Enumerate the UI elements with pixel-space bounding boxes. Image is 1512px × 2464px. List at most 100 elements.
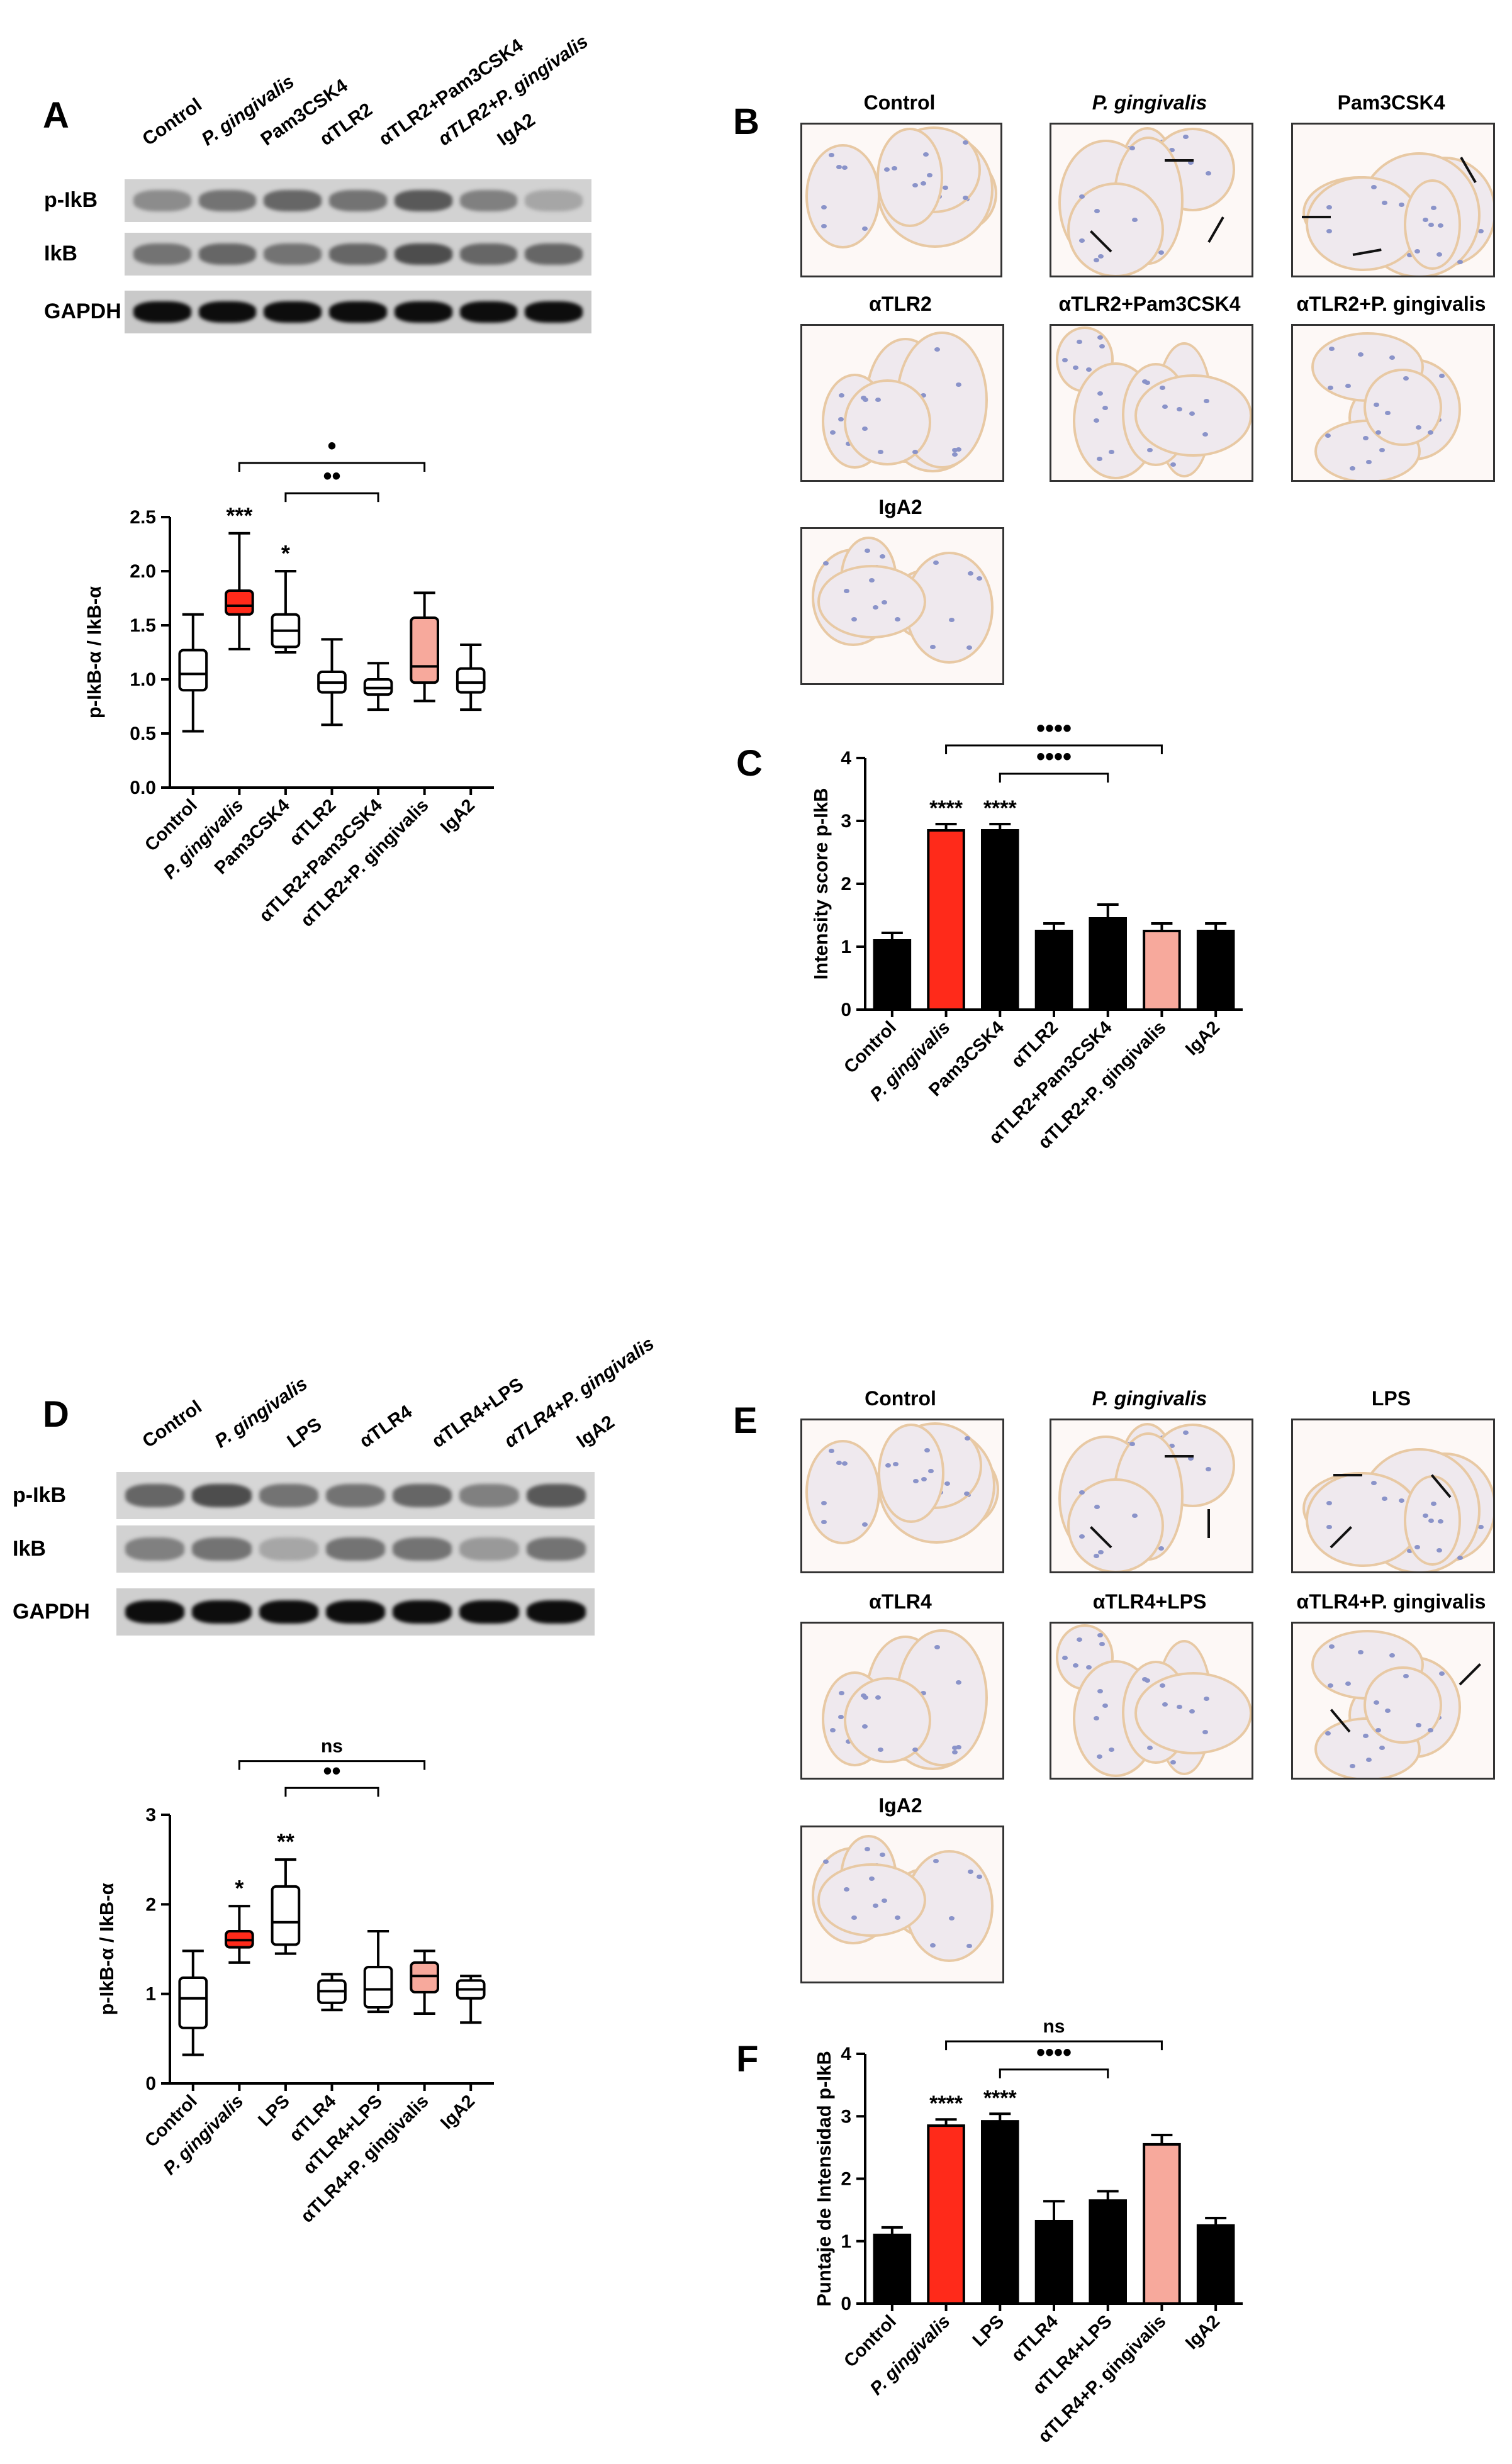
blot-band <box>459 190 518 211</box>
nucleus <box>1094 418 1100 423</box>
nucleus <box>1457 1555 1463 1560</box>
nucleus <box>1457 259 1463 264</box>
arrow-icon <box>1459 1663 1481 1686</box>
nucleus <box>1109 1747 1115 1752</box>
blot-band <box>525 190 583 211</box>
histology-image <box>800 1622 1004 1780</box>
nucleus <box>1406 252 1413 257</box>
nucleus <box>1147 447 1153 452</box>
villus <box>876 127 943 227</box>
significance-stars: **** <box>929 2092 963 2116</box>
y-axis-label: Intensity score p-IkB <box>810 788 832 980</box>
blot-band <box>198 190 257 211</box>
blot-row-label: p-IkB <box>13 1483 66 1507</box>
nucleus <box>1203 399 1209 404</box>
panel-letter-e: E <box>733 1400 758 1441</box>
nucleus <box>966 1943 973 1948</box>
significance-bracket <box>284 1787 379 1797</box>
nucleus <box>1477 229 1484 234</box>
nucleus <box>1102 1703 1109 1708</box>
nucleus <box>829 1728 836 1733</box>
nucleus <box>1328 1683 1333 1688</box>
nucleus <box>967 1870 973 1875</box>
histology-image <box>1050 123 1253 277</box>
nucleus <box>1094 1505 1100 1510</box>
nucleus <box>851 616 857 622</box>
nucleus <box>861 1693 867 1698</box>
nucleus <box>862 226 868 231</box>
histology-image <box>800 1419 1004 1573</box>
y-tick-label: 3 <box>841 2106 851 2127</box>
box <box>363 1965 393 2009</box>
nucleus <box>1374 402 1380 407</box>
nucleus <box>1170 1759 1177 1764</box>
nucleus <box>912 450 918 455</box>
nucleus <box>1168 147 1175 152</box>
nucleus <box>1357 352 1364 357</box>
blot-strip <box>125 233 591 276</box>
nucleus <box>1202 432 1209 437</box>
nucleus <box>1170 462 1177 467</box>
box <box>410 616 439 684</box>
lane-label: αTLR4 <box>356 1401 416 1452</box>
nucleus <box>1374 1700 1380 1705</box>
histology-image <box>1050 324 1253 482</box>
blot-row-label: p-IkB <box>44 188 98 212</box>
nucleus <box>1436 1547 1443 1553</box>
nucleus <box>843 1887 849 1892</box>
nucleus <box>865 549 871 554</box>
villus <box>1403 179 1461 270</box>
nucleus <box>1158 1546 1165 1551</box>
nucleus <box>1325 1731 1331 1736</box>
blot-band <box>393 1483 452 1508</box>
nucleus <box>1370 185 1377 190</box>
nucleus <box>1073 365 1079 371</box>
nucleus <box>1160 385 1166 390</box>
significance-bracket <box>945 744 1163 754</box>
blot-band <box>264 190 322 211</box>
nucleus <box>1431 1502 1437 1507</box>
nucleus <box>1438 373 1445 378</box>
significance-label: ns <box>1043 2016 1065 2037</box>
lane-label: Control <box>138 94 206 150</box>
blot-band <box>325 1483 386 1508</box>
nucleus <box>1431 206 1437 211</box>
nucleus <box>1384 410 1391 415</box>
nucleus <box>948 1915 955 1920</box>
nucleus <box>1187 1456 1194 1461</box>
y-tick-label: 4 <box>841 748 851 769</box>
nucleus <box>966 645 973 650</box>
nucleus <box>828 152 834 157</box>
blot-band <box>264 301 322 323</box>
nucleus <box>1345 384 1352 389</box>
bar <box>1196 930 1235 1011</box>
nucleus <box>1076 339 1082 344</box>
nucleus <box>879 1853 885 1858</box>
blot-band <box>329 243 387 265</box>
histology-title: αTLR2 <box>869 293 932 315</box>
nucleus <box>1415 1722 1421 1727</box>
bar <box>1196 2224 1235 2305</box>
histology-title: IgA2 <box>878 1794 922 1817</box>
histology-title: LPS <box>1371 1387 1411 1410</box>
y-tick-label: 0 <box>145 2073 156 2094</box>
nucleus <box>964 1491 970 1497</box>
histology-title: Control <box>863 91 936 114</box>
nucleus <box>1398 1498 1404 1503</box>
nucleus <box>1345 1681 1352 1686</box>
nucleus <box>1189 1709 1196 1714</box>
nucleus <box>836 1461 842 1466</box>
histology-title: P. gingivalis <box>1092 1387 1207 1410</box>
nucleus <box>1129 1441 1136 1446</box>
nucleus <box>955 447 961 452</box>
nucleus <box>1379 1745 1385 1750</box>
significance-stars: **** <box>983 796 1017 820</box>
nucleus <box>1428 1519 1434 1524</box>
nucleus <box>944 1481 950 1486</box>
x-tick-label: IgA2 <box>437 2091 479 2133</box>
nucleus <box>862 1724 868 1729</box>
x-tick-label: LPS <box>254 2091 294 2131</box>
blot-band <box>259 1483 318 1508</box>
lane-label: LPS <box>283 1413 326 1452</box>
nucleus <box>1162 404 1168 410</box>
